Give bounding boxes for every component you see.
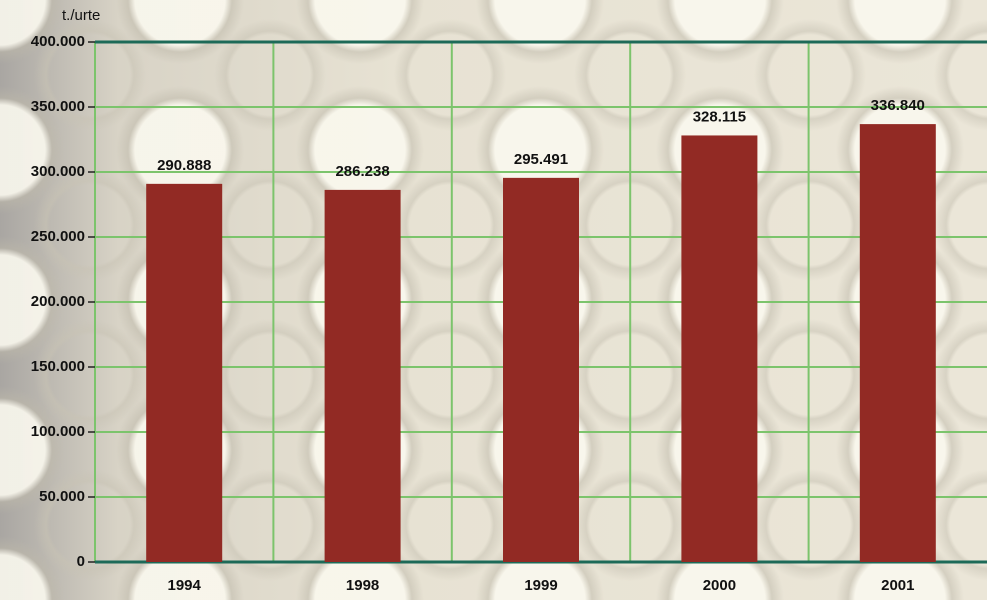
y-tick-label: 400.000 [31,33,85,50]
x-tick-label: 2000 [703,577,736,594]
y-tick-label: 150.000 [31,358,85,375]
y-tick-label: 0 [77,553,85,570]
value-label: 295.491 [514,151,568,168]
value-label: 290.888 [157,157,211,174]
bar [324,189,401,562]
bar [146,183,223,563]
bar [503,177,579,562]
y-tick-label: 300.000 [31,163,85,180]
y-tick-label: 50.000 [39,488,85,505]
bar [681,135,758,562]
x-tick-label: 1999 [524,577,557,594]
bar [859,124,936,562]
y-tick-label: 350.000 [31,98,85,115]
y-tick-label: 250.000 [31,228,85,245]
x-tick-label: 1994 [168,577,202,594]
y-tick-label: 200.000 [31,293,85,310]
y-axis-label: t./urte [62,7,100,24]
y-tick-label: 100.000 [31,423,85,440]
value-label: 286.238 [335,163,389,180]
value-label: 336.840 [871,97,925,114]
value-label: 328.115 [693,108,746,125]
x-tick-label: 1998 [346,577,379,594]
x-tick-label: 2001 [881,577,914,594]
